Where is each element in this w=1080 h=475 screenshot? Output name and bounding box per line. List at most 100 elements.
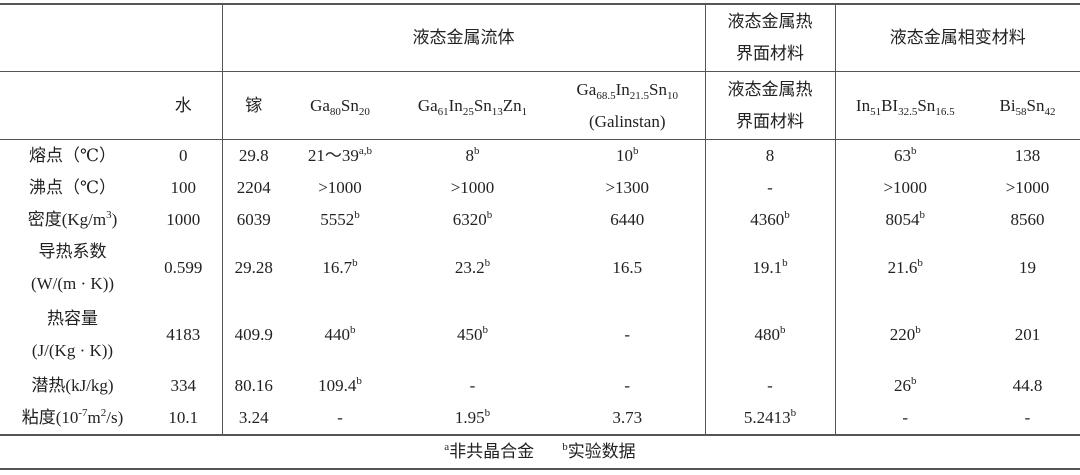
cell-value: 220 bbox=[889, 325, 916, 344]
table-cell: 220b bbox=[834, 300, 975, 370]
cell-value: 109.4 bbox=[318, 376, 357, 395]
cell-value: 409.9 bbox=[234, 325, 273, 344]
cell-value: 26 bbox=[894, 376, 911, 395]
row-label: 熔点（℃） bbox=[0, 140, 145, 173]
row-label-line: 潜热(kJ/kg) bbox=[0, 370, 145, 402]
cell-value: 0 bbox=[179, 146, 188, 165]
element-symbol: Sn bbox=[340, 95, 359, 115]
element-symbol: Ga bbox=[310, 95, 330, 115]
table-cell: 29.8 bbox=[221, 139, 285, 172]
subscript: 80 bbox=[329, 105, 341, 118]
table-cell: 0 bbox=[145, 140, 222, 173]
cell-value: 6320 bbox=[452, 210, 487, 229]
table-cell: >1000 bbox=[285, 172, 395, 204]
cell-value: 138 bbox=[1014, 146, 1041, 165]
cell-value: 8054 bbox=[885, 210, 920, 229]
row-label-line: (W/(m · K)) bbox=[0, 268, 145, 300]
table-cell: 10b bbox=[550, 140, 705, 173]
column-header: Ga80Sn20 bbox=[285, 72, 395, 140]
cell-footnote-mark: b bbox=[917, 257, 923, 269]
cell-value: 5.2413 bbox=[743, 408, 791, 427]
cell-value: 10 bbox=[616, 146, 633, 165]
table-cell: 450b bbox=[395, 300, 550, 370]
table-cell: 21～39a,b bbox=[285, 140, 395, 173]
row-label-text: ) bbox=[111, 210, 118, 229]
formula: Bi58Sn42 bbox=[975, 90, 1080, 122]
row-label-text: (W/(m · K)) bbox=[30, 274, 115, 293]
column-header: 水 bbox=[145, 72, 222, 140]
subscript: 25 bbox=[462, 105, 474, 118]
table-cell: 1.95b bbox=[395, 402, 550, 435]
cell-footnote-mark: b bbox=[354, 209, 360, 221]
element-symbol: Bi bbox=[999, 95, 1016, 115]
cell-footnote-mark: b bbox=[790, 407, 797, 419]
table-cell: 4183 bbox=[145, 300, 222, 370]
column-header: 液态金属热 界面材料 bbox=[704, 71, 835, 140]
row-label-text: 密度(Kg/m bbox=[27, 210, 107, 229]
cell-value: 29.8 bbox=[238, 146, 269, 165]
row-label-line: 沸点（℃） bbox=[0, 172, 145, 204]
table-cell: >1000 bbox=[395, 172, 550, 204]
cell-value: 80.16 bbox=[234, 376, 273, 395]
subscript: 16.5 bbox=[935, 105, 955, 118]
subscript: 10 bbox=[666, 89, 678, 102]
element-symbol: Sn bbox=[473, 95, 492, 115]
cell-footnote-mark: b bbox=[780, 324, 786, 336]
element-symbol: In bbox=[448, 95, 463, 115]
row-label-text: 导热系数 bbox=[38, 242, 107, 261]
row-label-text: 潜热(kJ/kg) bbox=[31, 376, 114, 395]
cell-value: 19.1 bbox=[752, 258, 783, 277]
element-symbol: In bbox=[615, 79, 630, 99]
cell-footnote-mark: b bbox=[484, 407, 491, 419]
footnote-mark-a: a bbox=[444, 441, 450, 453]
row-label: 粘度(10-7m2/s) bbox=[0, 402, 145, 435]
table-cell: 16.7b bbox=[285, 236, 395, 300]
row-label-line: (J/(Kg · K)) bbox=[0, 335, 145, 367]
cell-value: 100 bbox=[170, 178, 197, 197]
table-cell: >1000 bbox=[834, 172, 975, 204]
group-fluid: 液态金属流体 bbox=[221, 4, 705, 72]
cell-value: >1000 bbox=[1005, 178, 1050, 197]
cell-footnote-mark: b bbox=[782, 257, 788, 269]
superscript: 3 bbox=[106, 209, 112, 221]
table-row: 沸点（℃） 100 2204 >1000 >1000 >1300 - >1000 >1000 bbox=[0, 172, 1080, 204]
table-cell: 440b bbox=[285, 300, 395, 370]
footnote-text-b: 实验数据 bbox=[567, 442, 636, 461]
cell-value: - bbox=[902, 408, 909, 427]
row-label-text: 热容量 bbox=[47, 309, 98, 328]
table-cell: - bbox=[975, 402, 1080, 435]
cell-value: 3.24 bbox=[238, 408, 269, 427]
cell-footnote-mark: b bbox=[350, 324, 356, 336]
cell-value: 21.6 bbox=[887, 258, 918, 277]
cell-value: 440 bbox=[324, 325, 351, 344]
table-cell: 23.2b bbox=[395, 236, 550, 300]
table-cell: 19 bbox=[975, 236, 1080, 300]
column-note: (Galinstan) bbox=[589, 111, 666, 131]
table-cell: 8560 bbox=[975, 204, 1080, 236]
table-cell: 3.24 bbox=[221, 402, 285, 435]
group-pcm: 液态金属相变材料 bbox=[834, 4, 1080, 72]
footnote: a非共晶合金 b实验数据 bbox=[0, 435, 1080, 469]
element-symbol: Ga bbox=[576, 79, 597, 99]
cell-value: 480 bbox=[754, 325, 781, 344]
table-cell: - bbox=[395, 370, 550, 402]
table-cell: 1000 bbox=[145, 204, 222, 236]
cell-footnote-mark: b bbox=[474, 145, 480, 157]
subscript: 1 bbox=[521, 105, 528, 118]
row-label-text: m bbox=[87, 408, 101, 427]
column-header: Ga68.5In21.5Sn10 (Galinstan) bbox=[550, 72, 705, 140]
cell-value: 4360 bbox=[750, 210, 785, 229]
table-cell: 201 bbox=[975, 300, 1080, 370]
cell-value: 334 bbox=[170, 376, 197, 395]
element-symbol: Ga bbox=[417, 95, 438, 115]
element-symbol: Sn bbox=[1026, 95, 1045, 115]
cell-footnote-mark: b bbox=[482, 324, 489, 336]
column-header-row: 水镓 Ga80Sn20 Ga61In25Sn13Zn1 Ga68.5In21.5Sn1… bbox=[0, 71, 1080, 140]
group-header-row: 液态金属流体 液态金属热 界面材料 液态金属相变材料 bbox=[0, 4, 1080, 72]
subscript: 58 bbox=[1015, 105, 1027, 118]
cell-value: 10.1 bbox=[168, 408, 199, 427]
element-symbol: BI bbox=[881, 95, 899, 115]
column-header-text: 液态金属热 界面材料 bbox=[727, 79, 813, 131]
row-label-line: 导热系数 bbox=[0, 236, 145, 268]
row-label-text: /s) bbox=[106, 408, 124, 427]
